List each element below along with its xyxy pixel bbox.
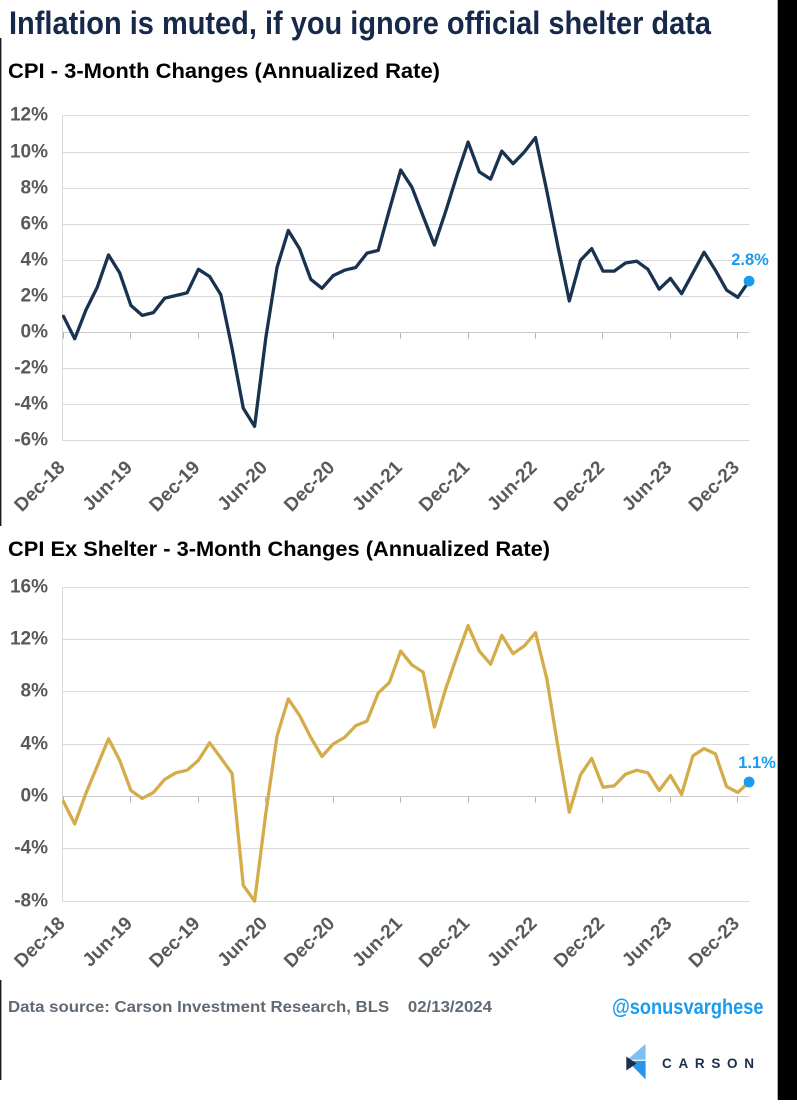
svg-text:CPI - 3-Month Changes (Annuali: CPI - 3-Month Changes (Annualized Rate) (8, 60, 440, 83)
svg-text:12%: 12% (10, 105, 48, 126)
svg-text:CARSON: CARSON (662, 1056, 760, 1071)
svg-text:-4%: -4% (14, 394, 48, 415)
svg-text:Data source: Carson Investment: Data source: Carson Investment Research,… (8, 999, 492, 1016)
svg-text:1.1%: 1.1% (738, 754, 776, 772)
svg-text:-8%: -8% (14, 891, 48, 912)
svg-text:2.8%: 2.8% (731, 251, 769, 269)
svg-text:0%: 0% (21, 322, 49, 343)
svg-text:CPI Ex Shelter - 3-Month Chang: CPI Ex Shelter - 3-Month Changes (Annual… (8, 538, 550, 561)
svg-text:-2%: -2% (14, 358, 48, 379)
svg-text:0%: 0% (21, 786, 49, 807)
svg-text:10%: 10% (10, 142, 48, 163)
svg-text:2%: 2% (21, 286, 49, 307)
svg-text:-4%: -4% (14, 838, 48, 859)
svg-text:8%: 8% (21, 178, 49, 199)
svg-text:6%: 6% (21, 214, 49, 235)
svg-text:16%: 16% (10, 577, 48, 598)
svg-text:4%: 4% (21, 734, 49, 755)
svg-text:4%: 4% (21, 250, 49, 271)
svg-text:8%: 8% (21, 681, 49, 702)
svg-text:@sonusvarghese: @sonusvarghese (612, 996, 764, 1019)
svg-text:Inflation is muted, if you ign: Inflation is muted, if you ignore offici… (9, 5, 711, 41)
svg-text:-6%: -6% (14, 430, 48, 451)
svg-text:12%: 12% (10, 629, 48, 650)
